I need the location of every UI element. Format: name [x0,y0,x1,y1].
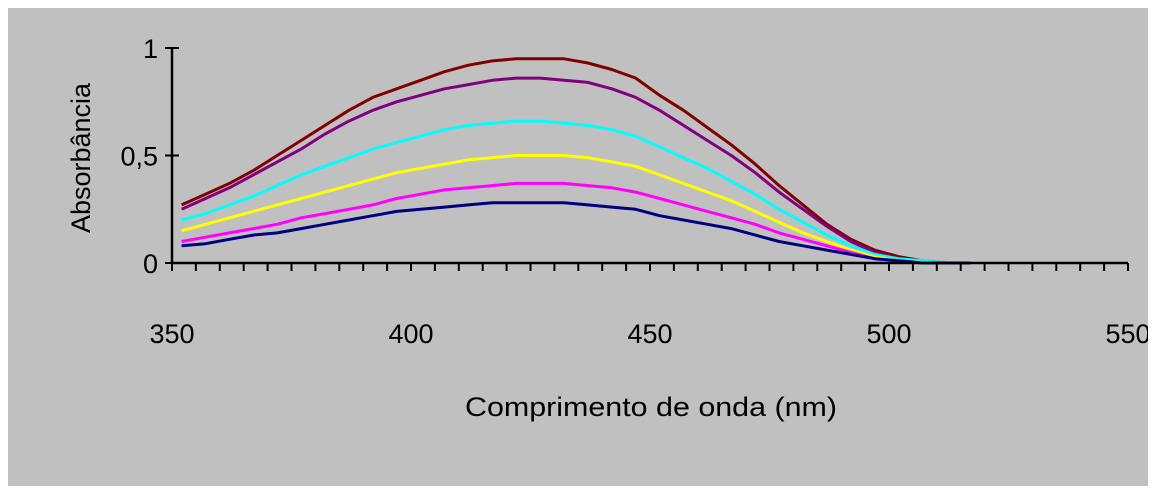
chart-area: 350 400 450 500 550 0 0,5 1 Comprimento de ond… [8,8,1148,486]
x-ticks [171,263,1129,271]
absorbance-chart: 350 400 450 500 550 00,51 Comprimento de ond… [66,34,1148,422]
y-tick-label: 0 [143,249,158,279]
series-line-4 [181,154,971,265]
x-tick-labels: 350 400 450 500 550 [149,319,1148,349]
y-tick-label: 1 [143,34,158,64]
x-tick-label: 450 [627,319,672,349]
x-tick-label: 500 [866,319,911,349]
y-tick-label: 0,5 [120,142,158,172]
series-line-1 [180,57,971,265]
y-tick-labels: 00,51 [120,34,158,279]
series-layer [180,57,971,265]
x-tick-label: 350 [149,319,194,349]
series-line-6 [181,201,971,265]
x-tick-label: 400 [388,319,433,349]
x-tick-label: 550 [1105,319,1148,349]
x-axis-title: Comprimento de onda (nm) [465,392,837,422]
y-axis-title: Absorbância [66,82,96,233]
series-line-2 [180,76,971,265]
series-line-3 [181,119,971,265]
series-line-5 [181,181,971,265]
y-ticks [165,47,179,264]
